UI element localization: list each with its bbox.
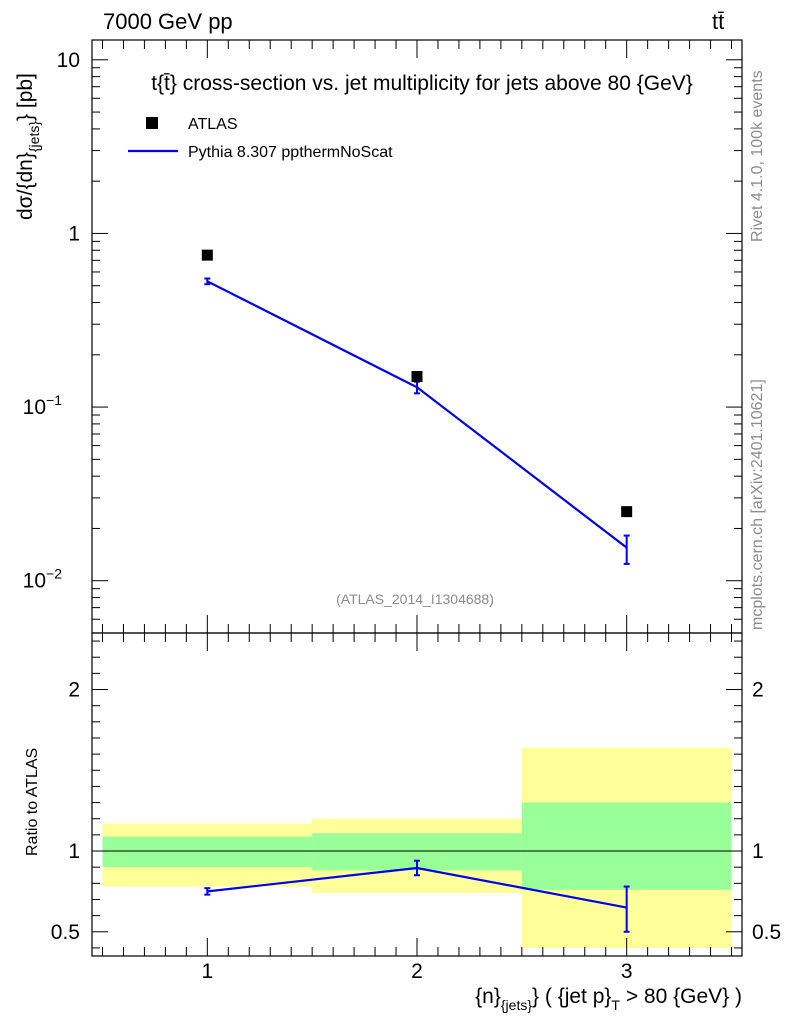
x-axis: 1 2 3 xyxy=(101,633,733,983)
x-label-part-b: } ( {jet p} xyxy=(532,985,611,1008)
ratio-y-tick-label-right: 0.5 xyxy=(752,921,781,944)
main-y-tick-label: 10 xyxy=(57,49,80,72)
main-y-tick-label: 1 xyxy=(68,222,80,245)
chart-title: t{t̄} cross-section vs. jet multiplicity… xyxy=(151,72,693,95)
legend-pythia-label: Pythia 8.307 ppthermNoScat xyxy=(188,144,393,161)
ratio-y-axis: 0.5 0.5 1 1 2 2 xyxy=(51,640,781,949)
x-label-part-c: > 80 {GeV} ) xyxy=(620,985,742,1008)
ratio-y-tick-label-right: 2 xyxy=(752,679,764,702)
rivet-label: Rivet 4.1.0, 100k events xyxy=(749,70,766,242)
energy-label: 7000 GeV pp xyxy=(103,9,233,34)
ratio-data-layer xyxy=(204,859,630,933)
x-label-sub1: {jets} xyxy=(501,997,532,1013)
x-tick-label: 2 xyxy=(411,960,423,983)
legend: ATLAS Pythia 8.307 ppthermNoScat xyxy=(128,116,393,161)
ratio-y-tick-label-right: 1 xyxy=(752,840,764,863)
legend-atlas-label: ATLAS xyxy=(188,116,238,133)
pythia-line xyxy=(206,280,628,549)
x-axis-label: {n}{jets}} ( {jet p}T > 80 {GeV} ) xyxy=(475,985,742,1013)
legend-atlas-marker xyxy=(146,117,158,129)
ratio-y-tick-label: 1 xyxy=(68,840,80,863)
ratio-y-tick-label: 2 xyxy=(68,679,80,702)
x-label-part-a: {n} xyxy=(475,985,501,1008)
main-y-axis-label: dσ/{dn}{jets}} [pb] xyxy=(14,73,42,220)
process-label: tt̄ xyxy=(712,9,724,34)
ratio-y-tick-label: 0.5 xyxy=(51,921,80,944)
x-tick-label: 3 xyxy=(621,960,633,983)
site-label: mcplots.cern.ch [arXiv:2401.10621] xyxy=(749,379,766,630)
atlas-point xyxy=(411,371,423,383)
x-label-sub2: T xyxy=(611,997,620,1013)
ratio-y-axis-label: Ratio to ATLAS xyxy=(24,748,41,856)
ratio-band-green xyxy=(521,802,732,890)
y-label-part-a: dσ/{dn} xyxy=(14,152,37,220)
analysis-watermark: (ATLAS_2014_I1304688) xyxy=(336,591,494,607)
main-y-axis xyxy=(92,59,742,634)
atlas-point xyxy=(201,249,213,261)
main-y-tick-label-base: 10 xyxy=(23,570,46,593)
main-data-layer xyxy=(201,249,633,565)
main-y-tick-label-exp: −1 xyxy=(46,392,62,408)
ratio-band-green xyxy=(102,836,313,868)
y-label-sub: {jets} xyxy=(26,121,42,152)
ratio-uncertainty-bands xyxy=(102,747,732,948)
main-y-tick-label-exp: −2 xyxy=(46,566,62,582)
main-y-tick-label: 10−1 xyxy=(23,392,63,419)
atlas-point xyxy=(621,506,633,518)
x-tick-label: 1 xyxy=(201,960,213,983)
main-y-tick-label: 10−2 xyxy=(23,566,63,593)
main-y-tick-label-base: 10 xyxy=(23,396,46,419)
y-label-part-b: } [pb] xyxy=(14,73,37,121)
ratio-plot-panel: 0.5 0.5 1 1 2 2 1 2 3 Ratio to ATLAS {n}{jets}}… xyxy=(24,632,781,1013)
main-x-ticks xyxy=(101,40,733,633)
